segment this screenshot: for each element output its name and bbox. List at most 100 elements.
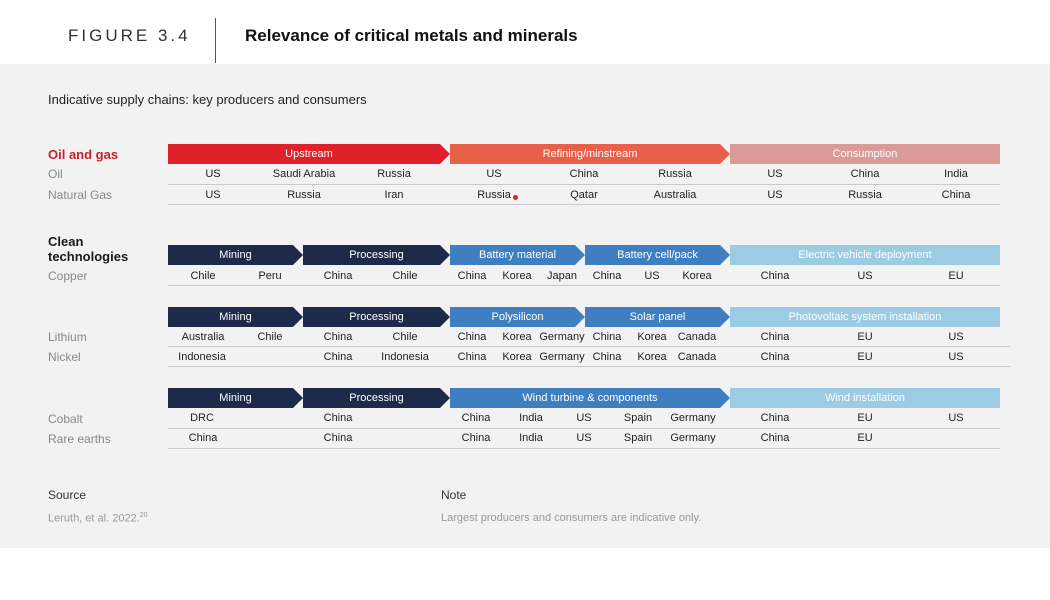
section-title-oil-gas: Oil and gas — [48, 147, 119, 162]
note-label: Note — [441, 488, 467, 502]
figure-panel — [0, 64, 1050, 548]
source-text: Leruth, et al. 2022.20 — [48, 512, 148, 525]
table-cell: Germany — [539, 351, 585, 363]
stage-label: Solar panel — [629, 311, 686, 323]
source-footnote-ref: 20 — [139, 512, 148, 519]
row-divider — [168, 448, 1000, 449]
table-cell: Korea — [502, 331, 532, 343]
row-label-lithium: Lithium — [48, 330, 87, 344]
stage-polysilicon: Polysilicon — [450, 307, 585, 327]
table-cell: China — [188, 432, 218, 444]
stage-label: Processing — [349, 249, 404, 261]
stage-wind-turbine: Wind turbine & components — [450, 388, 730, 408]
table-cell: EU — [857, 331, 873, 343]
table-cell: China — [760, 351, 790, 363]
stage-mining: Mining — [168, 307, 303, 327]
table-cell: Korea — [637, 351, 667, 363]
table-cell: Russia — [658, 168, 692, 180]
stage-label: Wind turbine & components — [522, 392, 658, 404]
table-cell: EU — [857, 432, 873, 444]
stage-label: Processing — [349, 311, 404, 323]
row-label-copper: Copper — [48, 269, 88, 283]
table-cell: Germany — [670, 412, 716, 424]
stage-battery-material: Battery material — [450, 245, 585, 265]
table-cell: China — [760, 412, 790, 424]
table-cell: US — [486, 168, 502, 180]
table-cell: Canada — [677, 351, 717, 363]
table-cell: China — [323, 432, 353, 444]
stage-mining: Mining — [168, 245, 303, 265]
row-divider — [168, 285, 1000, 286]
table-cell: China — [461, 432, 491, 444]
table-cell: China — [592, 270, 622, 282]
stage-label: Battery material — [478, 249, 557, 261]
row-label-rare-earths: Rare earths — [48, 432, 111, 446]
table-cell: Chile — [392, 331, 418, 343]
stage-battery-cell: Battery cell/pack — [585, 245, 730, 265]
table-cell: Korea — [502, 270, 532, 282]
table-cell: US — [205, 189, 221, 201]
table-cell: China — [569, 168, 599, 180]
table-cell: Qatar — [570, 189, 598, 201]
table-cell: China — [457, 351, 487, 363]
stage-label: Consumption — [832, 148, 898, 160]
table-cell: Russia — [848, 189, 882, 201]
row-divider — [168, 428, 1000, 429]
table-cell: Iran — [384, 189, 404, 201]
table-cell: EU — [948, 270, 964, 282]
table-cell: DRC — [190, 412, 214, 424]
table-cell: Chile — [190, 270, 216, 282]
table-cell: China — [592, 351, 622, 363]
table-cell: US — [948, 412, 964, 424]
section-title-line: Clean — [48, 234, 84, 249]
stage-label: Mining — [219, 311, 252, 323]
table-cell: China — [941, 189, 971, 201]
table-cell: US — [205, 168, 221, 180]
row-divider — [168, 366, 1010, 367]
row-label-cobalt: Cobalt — [48, 412, 83, 426]
stage-refining: Refining/minstream — [450, 144, 730, 164]
table-cell: China — [461, 412, 491, 424]
stage-processing: Processing — [303, 388, 450, 408]
stage-consumption: Consumption — [730, 144, 1000, 164]
marker-dot — [513, 195, 518, 200]
stage-mining: Mining — [168, 388, 303, 408]
section-title-line: technologies — [48, 249, 129, 264]
table-cell: US — [948, 331, 964, 343]
stage-processing: Processing — [303, 245, 450, 265]
stage-solar-panel: Solar panel — [585, 307, 730, 327]
table-cell: China — [760, 331, 790, 343]
table-cell: Chile — [257, 331, 283, 343]
figure-title: Relevance of critical metals and mineral… — [245, 26, 578, 45]
table-cell: US — [644, 270, 660, 282]
table-cell: Germany — [539, 331, 585, 343]
table-cell: China — [850, 168, 880, 180]
stage-label: Photovoltaic system installation — [788, 311, 942, 323]
table-cell: India — [519, 412, 543, 424]
table-cell: Germany — [670, 432, 716, 444]
header-divider — [215, 18, 216, 63]
table-cell: Russia — [377, 168, 411, 180]
table-cell: Chile — [392, 270, 418, 282]
stage-label: Battery cell/pack — [617, 249, 698, 261]
table-cell: Korea — [637, 331, 667, 343]
table-cell: Australia — [653, 189, 697, 201]
table-cell: US — [576, 432, 592, 444]
table-cell: China — [323, 270, 353, 282]
table-cell: Saudi Arabia — [272, 168, 336, 180]
table-cell: Korea — [502, 351, 532, 363]
table-cell: Canada — [677, 331, 717, 343]
stage-label: Wind installation — [824, 392, 906, 404]
table-cell: US — [767, 168, 783, 180]
table-cell: China — [592, 331, 622, 343]
figure-label: FIGURE 3.4 — [68, 26, 191, 45]
stage-label: Processing — [349, 392, 404, 404]
table-cell: Indonesia — [178, 351, 226, 363]
table-cell: US — [948, 351, 964, 363]
stage-label: Mining — [219, 249, 252, 261]
table-cell: Japan — [547, 270, 577, 282]
table-cell: Indonesia — [381, 351, 429, 363]
table-cell: China — [457, 331, 487, 343]
table-cell: Peru — [258, 270, 282, 282]
stage-label: Refining/minstream — [542, 148, 638, 160]
